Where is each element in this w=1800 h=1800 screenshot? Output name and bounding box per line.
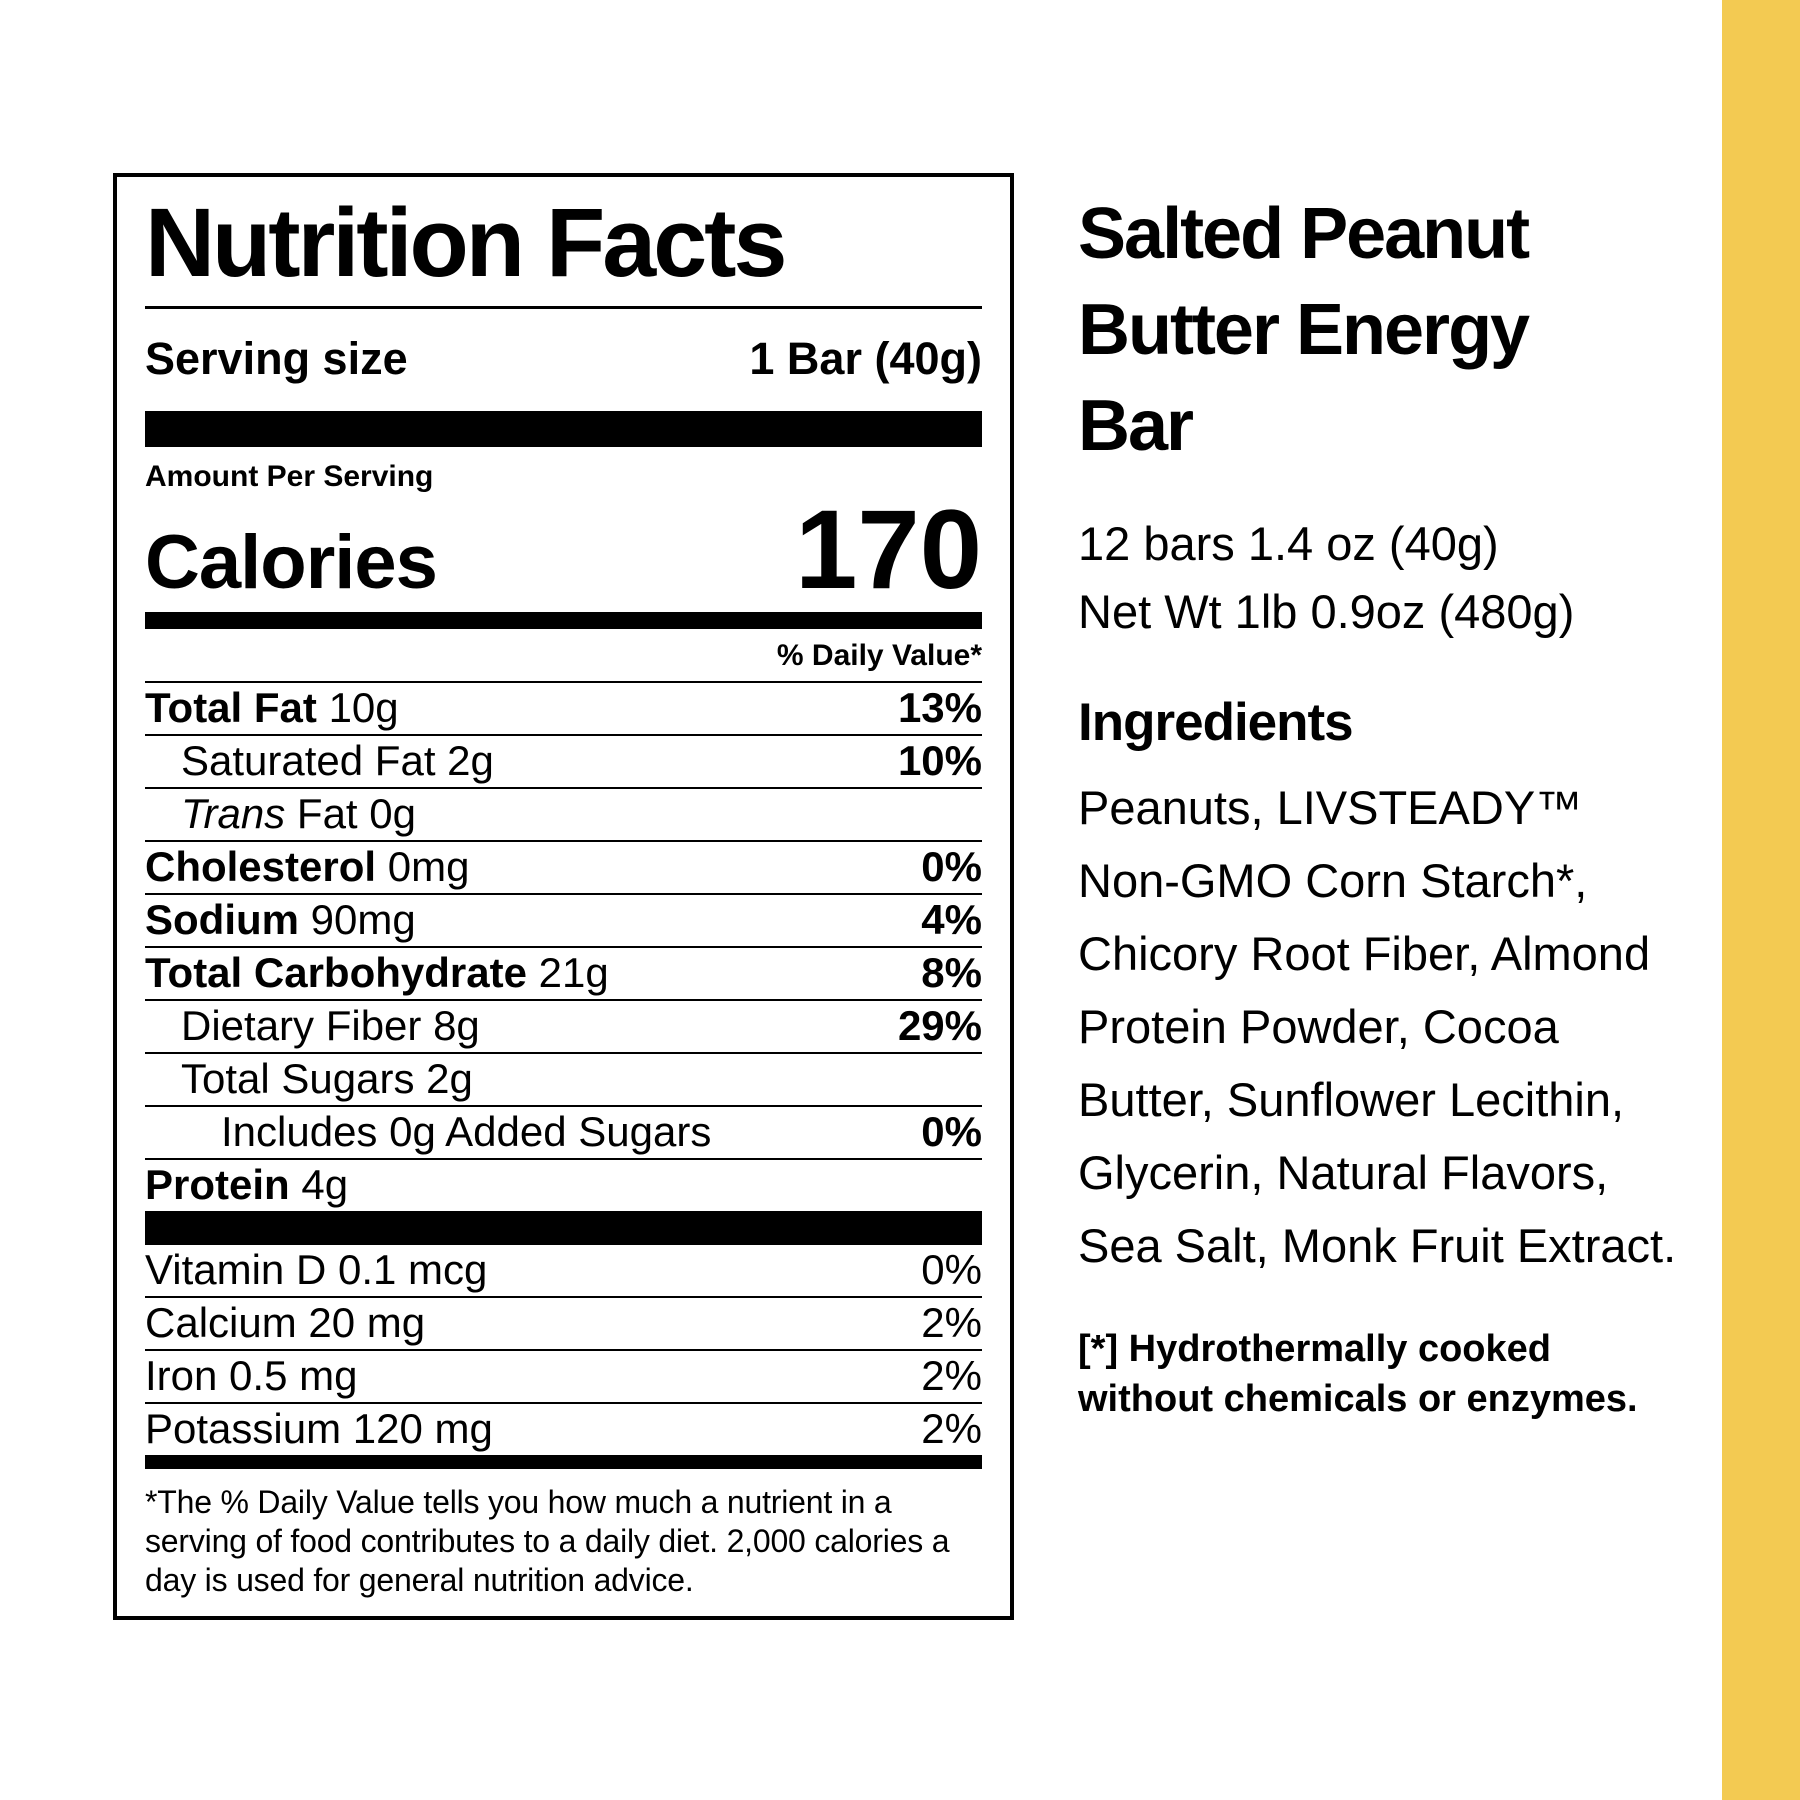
nutrient-name: Total Fat 10g	[145, 684, 399, 732]
nutrient-name: Total Carbohydrate 21g	[145, 949, 609, 997]
nutrient-row-saturated-fat: Saturated Fat 2g 10%	[145, 733, 982, 787]
vitamin-row-iron: Iron 0.5 mg 2%	[145, 1348, 982, 1402]
nutrient-name: Sodium 90mg	[145, 896, 416, 944]
hydrothermal-footnote-line: [*] Hydrothermally cooked	[1078, 1328, 1551, 1370]
nutrient-dv: 4%	[921, 896, 982, 944]
nutrient-dv: 13%	[897, 684, 982, 732]
product-name: Salted Peanut Butter Energy Bar	[1078, 194, 1530, 466]
serving-size-value: 1 Bar (40g)	[749, 332, 982, 384]
nutrient-name: Trans Fat 0g	[181, 790, 416, 838]
nutrient-dv: 29%	[897, 1002, 982, 1050]
pack-count: 12 bars 1.4 oz (40g)	[1078, 517, 1499, 570]
vitamin-name: Iron 0.5 mg	[145, 1352, 358, 1400]
nutrient-row-sodium: Sodium 90mg 4%	[145, 892, 982, 946]
calories-row: Calories 170	[145, 486, 982, 612]
nutrient-row-trans-fat: Trans Fat 0g	[145, 786, 982, 840]
ingredients-line: Glycerin, Natural Flavors,	[1078, 1146, 1609, 1199]
nutrient-name: Includes 0g Added Sugars	[221, 1108, 712, 1156]
nutrient-name: Cholesterol 0mg	[145, 843, 470, 891]
vitamin-dv: 2%	[921, 1405, 982, 1453]
ingredients-line: Sea Salt, Monk Fruit Extract.	[1078, 1219, 1677, 1272]
accent-stripe	[1722, 0, 1800, 1800]
ingredients-line: Chicory Root Fiber, Almond	[1078, 927, 1651, 980]
pack-info: 12 bars 1.4 oz (40g) Net Wt 1lb 0.9oz (4…	[1078, 510, 1643, 646]
hydrothermal-footnote-line: without chemicals or enzymes.	[1078, 1378, 1638, 1420]
ingredients-list: Peanuts, LIVSTEADY™ Non-GMO Corn Starch*…	[1078, 771, 1677, 1282]
nutrition-facts-panel: Nutrition Facts Serving size 1 Bar (40g)…	[113, 173, 1014, 1620]
nutrient-name: Saturated Fat 2g	[181, 737, 494, 785]
nutrient-dv: 0%	[921, 1108, 982, 1156]
ingredients-line: Non-GMO Corn Starch*,	[1078, 854, 1588, 907]
product-info-panel: Salted Peanut Butter Energy Bar 12 bars …	[1078, 186, 1677, 1424]
nutrient-row-protein: Protein 4g	[145, 1157, 982, 1211]
nutrient-dv: 10%	[897, 737, 982, 785]
divider-thick-bar	[145, 410, 982, 447]
nutrient-name: Dietary Fiber 8g	[181, 1002, 480, 1050]
vitamin-dv: 2%	[921, 1299, 982, 1347]
calories-label: Calories	[145, 519, 438, 605]
nutrition-facts-title: Nutrition Facts	[145, 188, 787, 297]
amount-per-serving-label: Amount Per Serving	[145, 459, 434, 493]
nutrient-row-added-sugars: Includes 0g Added Sugars 0%	[145, 1104, 982, 1158]
divider-medium-bar	[145, 611, 982, 629]
net-weight: Net Wt 1lb 0.9oz (480g)	[1078, 585, 1575, 638]
daily-value-header: % Daily Value*	[776, 638, 982, 672]
nutrient-row-dietary-fiber: Dietary Fiber 8g 29%	[145, 998, 982, 1052]
ingredients-line: Peanuts, LIVSTEADY™	[1078, 781, 1583, 834]
ingredients-line: Protein Powder, Cocoa	[1078, 1000, 1559, 1053]
divider-thick-bar	[145, 1210, 982, 1245]
vitamin-name: Vitamin D 0.1 mcg	[145, 1246, 488, 1294]
vitamin-name: Potassium 120 mg	[145, 1405, 493, 1453]
nutrient-name: Protein 4g	[145, 1161, 349, 1209]
vitamin-row-calcium: Calcium 20 mg 2%	[145, 1295, 982, 1349]
calories-value: 170	[795, 486, 982, 612]
nutrient-row-total-fat: Total Fat 10g 13%	[145, 680, 982, 734]
serving-size-row: Serving size 1 Bar (40g)	[145, 309, 982, 411]
vitamin-name: Calcium 20 mg	[145, 1299, 426, 1347]
nutrient-row-cholesterol: Cholesterol 0mg 0%	[145, 839, 982, 893]
vitamin-dv: 2%	[921, 1352, 982, 1400]
divider-thin	[145, 305, 982, 309]
nutrient-row-total-sugars: Total Sugars 2g	[145, 1051, 982, 1105]
divider-medium-bar	[145, 1454, 982, 1469]
nutrient-dv: 8%	[921, 949, 982, 997]
daily-value-footnote: *The % Daily Value tells you how much a …	[145, 1483, 950, 1598]
ingredients-line: Butter, Sunflower Lecithin,	[1078, 1073, 1625, 1126]
vitamin-row-vitamin-d: Vitamin D 0.1 mcg 0%	[145, 1245, 982, 1296]
vitamin-dv: 0%	[921, 1246, 982, 1294]
ingredients-heading: Ingredients	[1078, 693, 1354, 752]
nutrient-name: Total Sugars 2g	[181, 1055, 473, 1103]
hydrothermal-footnote: [*] Hydrothermally cooked without chemic…	[1078, 1324, 1643, 1424]
nutrient-dv: 0%	[921, 843, 982, 891]
serving-size-label: Serving size	[145, 332, 408, 384]
vitamin-row-potassium: Potassium 120 mg 2%	[145, 1401, 982, 1455]
nutrient-row-total-carbohydrate: Total Carbohydrate 21g 8%	[145, 945, 982, 999]
